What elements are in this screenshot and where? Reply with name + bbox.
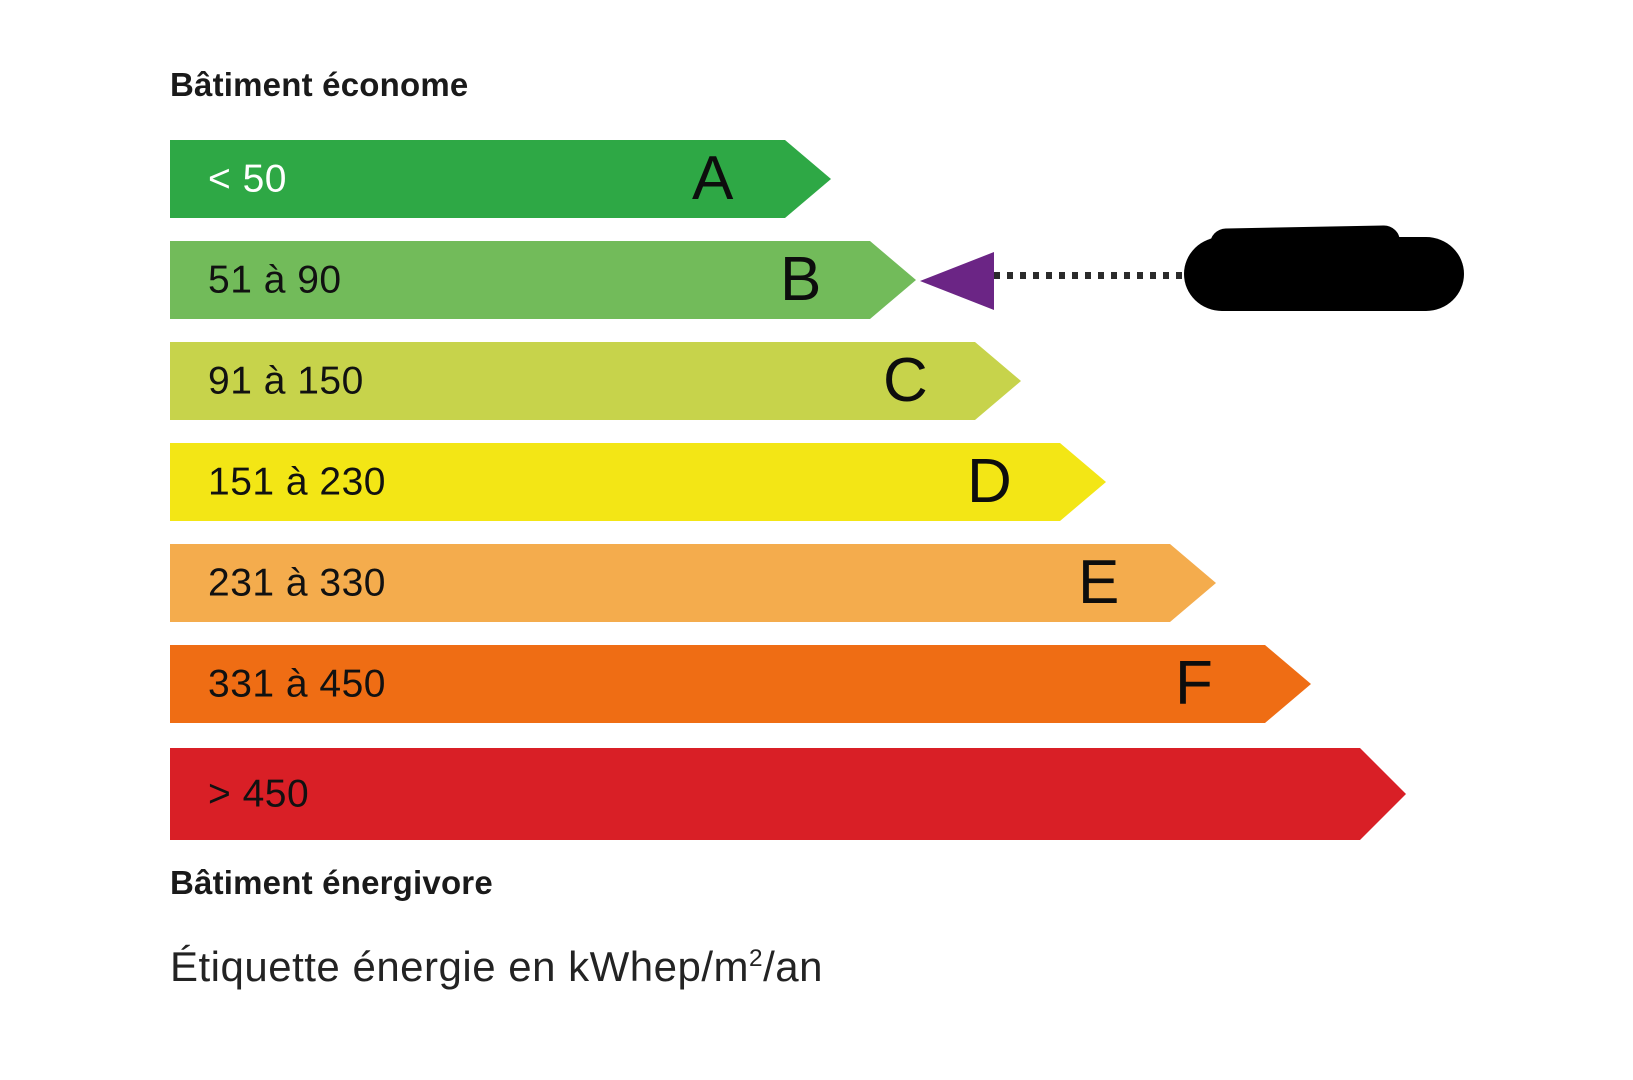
unit-caption-exponent: 2: [749, 945, 764, 972]
energy-class-bar-E: 231 à 330 E: [170, 544, 1216, 622]
energy-class-bar-D: 151 à 230 D: [170, 443, 1106, 521]
rating-pointer-arrow: [920, 252, 994, 310]
energy-class-bar-B: 51 à 90 B: [170, 241, 916, 319]
redacted-value-blob: [1184, 237, 1464, 311]
bar-class-letter: B: [780, 245, 822, 314]
bar-arrow-shape: [170, 342, 1021, 420]
pointer-triangle-icon: [920, 252, 994, 310]
energy-class-bar-F: 331 à 450 F: [170, 645, 1311, 723]
bar-class-letter: A: [692, 144, 734, 213]
unit-caption: Étiquette énergie en kWhep/m2/an: [170, 943, 823, 991]
bar-class-letter: F: [1175, 649, 1213, 718]
bar-arrow-shape: [170, 544, 1216, 622]
scale-top-caption: Bâtiment économe: [170, 66, 469, 103]
bar-range-label: 91 à 150: [208, 359, 364, 403]
bar-class-letter: D: [967, 447, 1012, 516]
bar-arrow-shape: [170, 241, 916, 319]
bar-range-label: > 450: [208, 772, 310, 816]
bar-arrow-shape: [170, 748, 1406, 840]
bar-class-letter: C: [883, 346, 928, 415]
energy-class-bar-C: 91 à 150 C: [170, 342, 1021, 420]
unit-caption-suffix: /an: [763, 943, 823, 990]
bar-arrow-shape: [170, 140, 831, 218]
bar-arrow-shape: [170, 443, 1106, 521]
bar-range-label: 231 à 330: [208, 561, 387, 605]
bar-range-label: < 50: [208, 157, 287, 201]
pointer-dotted-leader-line: [994, 272, 1184, 279]
bar-arrow-shape: [170, 645, 1311, 723]
energy-class-bar-G: > 450: [170, 748, 1406, 840]
bar-range-label: 51 à 90: [208, 258, 342, 302]
bar-class-letter: E: [1078, 548, 1120, 617]
unit-caption-prefix: Étiquette énergie en kWhep/m: [170, 943, 749, 990]
scale-bottom-caption: Bâtiment énergivore: [170, 864, 493, 901]
energy-class-bar-A: < 50 A: [170, 140, 831, 218]
bar-range-label: 151 à 230: [208, 460, 387, 504]
bar-range-label: 331 à 450: [208, 662, 387, 706]
